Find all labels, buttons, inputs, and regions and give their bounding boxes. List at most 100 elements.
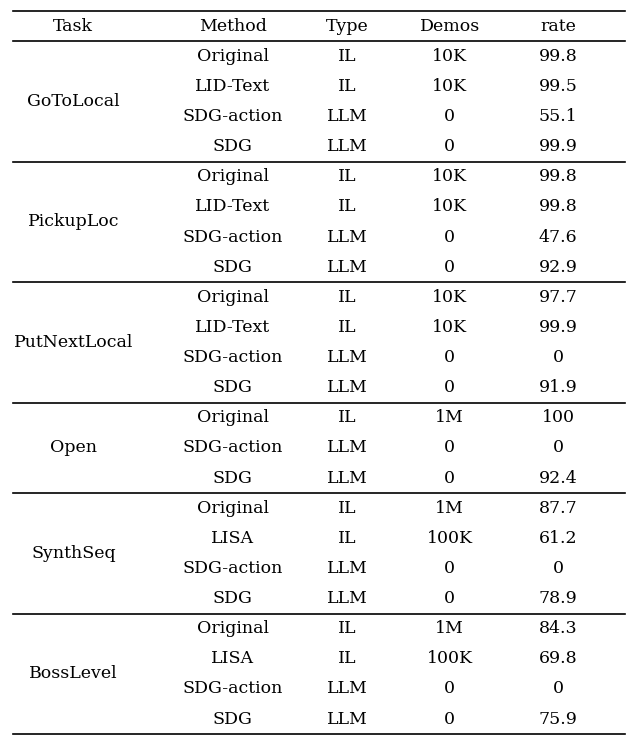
Text: IL: IL: [339, 319, 357, 336]
Text: SDG: SDG: [213, 590, 253, 607]
Text: IL: IL: [339, 500, 357, 517]
Text: LLM: LLM: [327, 229, 368, 246]
Text: 0: 0: [444, 229, 456, 246]
Text: PutNextLocal: PutNextLocal: [13, 334, 133, 351]
Text: Original: Original: [197, 409, 269, 426]
Text: 0: 0: [444, 680, 456, 697]
Text: LLM: LLM: [327, 379, 368, 396]
Text: 0: 0: [444, 138, 456, 155]
Text: SDG-action: SDG-action: [182, 440, 283, 457]
Text: Original: Original: [197, 168, 269, 185]
Text: IL: IL: [339, 530, 357, 547]
Text: 1M: 1M: [435, 620, 464, 637]
Text: SDG-action: SDG-action: [182, 108, 283, 125]
Text: 55.1: 55.1: [539, 108, 577, 125]
Text: LLM: LLM: [327, 138, 368, 155]
Text: LLM: LLM: [327, 259, 368, 276]
Text: 0: 0: [444, 379, 456, 396]
Text: SDG-action: SDG-action: [182, 680, 283, 697]
Text: LLM: LLM: [327, 560, 368, 577]
Text: 84.3: 84.3: [539, 620, 577, 637]
Text: Type: Type: [326, 18, 369, 35]
Text: 99.9: 99.9: [539, 319, 577, 336]
Text: 10K: 10K: [432, 78, 468, 95]
Text: 0: 0: [444, 710, 456, 727]
Text: 0: 0: [444, 560, 456, 577]
Text: SDG-action: SDG-action: [182, 560, 283, 577]
Text: 97.7: 97.7: [539, 289, 577, 306]
Text: 10K: 10K: [432, 168, 468, 185]
Text: LLM: LLM: [327, 440, 368, 457]
Text: SDG-action: SDG-action: [182, 349, 283, 366]
Text: rate: rate: [540, 18, 576, 35]
Text: 87.7: 87.7: [539, 500, 577, 517]
Text: SDG: SDG: [213, 138, 253, 155]
Text: LLM: LLM: [327, 590, 368, 607]
Text: LID-Text: LID-Text: [195, 78, 271, 95]
Text: LISA: LISA: [211, 530, 255, 547]
Text: 99.8: 99.8: [539, 48, 577, 65]
Text: 0: 0: [553, 680, 564, 697]
Text: LISA: LISA: [211, 650, 255, 667]
Text: 0: 0: [444, 108, 456, 125]
Text: 61.2: 61.2: [539, 530, 577, 547]
Text: 47.6: 47.6: [539, 229, 577, 246]
Text: 92.9: 92.9: [539, 259, 577, 276]
Text: 1M: 1M: [435, 409, 464, 426]
Text: LLM: LLM: [327, 469, 368, 486]
Text: 0: 0: [553, 440, 564, 457]
Text: 99.9: 99.9: [539, 138, 577, 155]
Text: IL: IL: [339, 78, 357, 95]
Text: 91.9: 91.9: [539, 379, 577, 396]
Text: LLM: LLM: [327, 349, 368, 366]
Text: LID-Text: LID-Text: [195, 319, 271, 336]
Text: 10K: 10K: [432, 198, 468, 215]
Text: 100K: 100K: [427, 650, 473, 667]
Text: 0: 0: [553, 560, 564, 577]
Text: 92.4: 92.4: [539, 469, 577, 486]
Text: 10K: 10K: [432, 319, 468, 336]
Text: PickupLoc: PickupLoc: [27, 213, 119, 230]
Text: IL: IL: [339, 650, 357, 667]
Text: Method: Method: [199, 18, 267, 35]
Text: BossLevel: BossLevel: [29, 665, 117, 682]
Text: IL: IL: [339, 289, 357, 306]
Text: 100K: 100K: [427, 530, 473, 547]
Text: 0: 0: [444, 590, 456, 607]
Text: 1M: 1M: [435, 500, 464, 517]
Text: Original: Original: [197, 289, 269, 306]
Text: 99.8: 99.8: [539, 168, 577, 185]
Text: 10K: 10K: [432, 48, 468, 65]
Text: 75.9: 75.9: [539, 710, 577, 727]
Text: 0: 0: [444, 440, 456, 457]
Text: GoToLocal: GoToLocal: [27, 93, 120, 110]
Text: LLM: LLM: [327, 710, 368, 727]
Text: LLM: LLM: [327, 680, 368, 697]
Text: LID-Text: LID-Text: [195, 198, 271, 215]
Text: 0: 0: [553, 349, 564, 366]
Text: SDG: SDG: [213, 259, 253, 276]
Text: Open: Open: [50, 440, 97, 457]
Text: IL: IL: [339, 409, 357, 426]
Text: Original: Original: [197, 620, 269, 637]
Text: 0: 0: [444, 349, 456, 366]
Text: 0: 0: [444, 259, 456, 276]
Text: IL: IL: [339, 48, 357, 65]
Text: SDG: SDG: [213, 710, 253, 727]
Text: Original: Original: [197, 48, 269, 65]
Text: 78.9: 78.9: [539, 590, 577, 607]
Text: 69.8: 69.8: [539, 650, 577, 667]
Text: 99.8: 99.8: [539, 198, 577, 215]
Text: SDG-action: SDG-action: [182, 229, 283, 246]
Text: 0: 0: [444, 469, 456, 486]
Text: 99.5: 99.5: [539, 78, 577, 95]
Text: IL: IL: [339, 620, 357, 637]
Text: LLM: LLM: [327, 108, 368, 125]
Text: IL: IL: [339, 198, 357, 215]
Text: Task: Task: [54, 18, 93, 35]
Text: SDG: SDG: [213, 469, 253, 486]
Text: Demos: Demos: [420, 18, 480, 35]
Text: IL: IL: [339, 168, 357, 185]
Text: 100: 100: [542, 409, 575, 426]
Text: 10K: 10K: [432, 289, 468, 306]
